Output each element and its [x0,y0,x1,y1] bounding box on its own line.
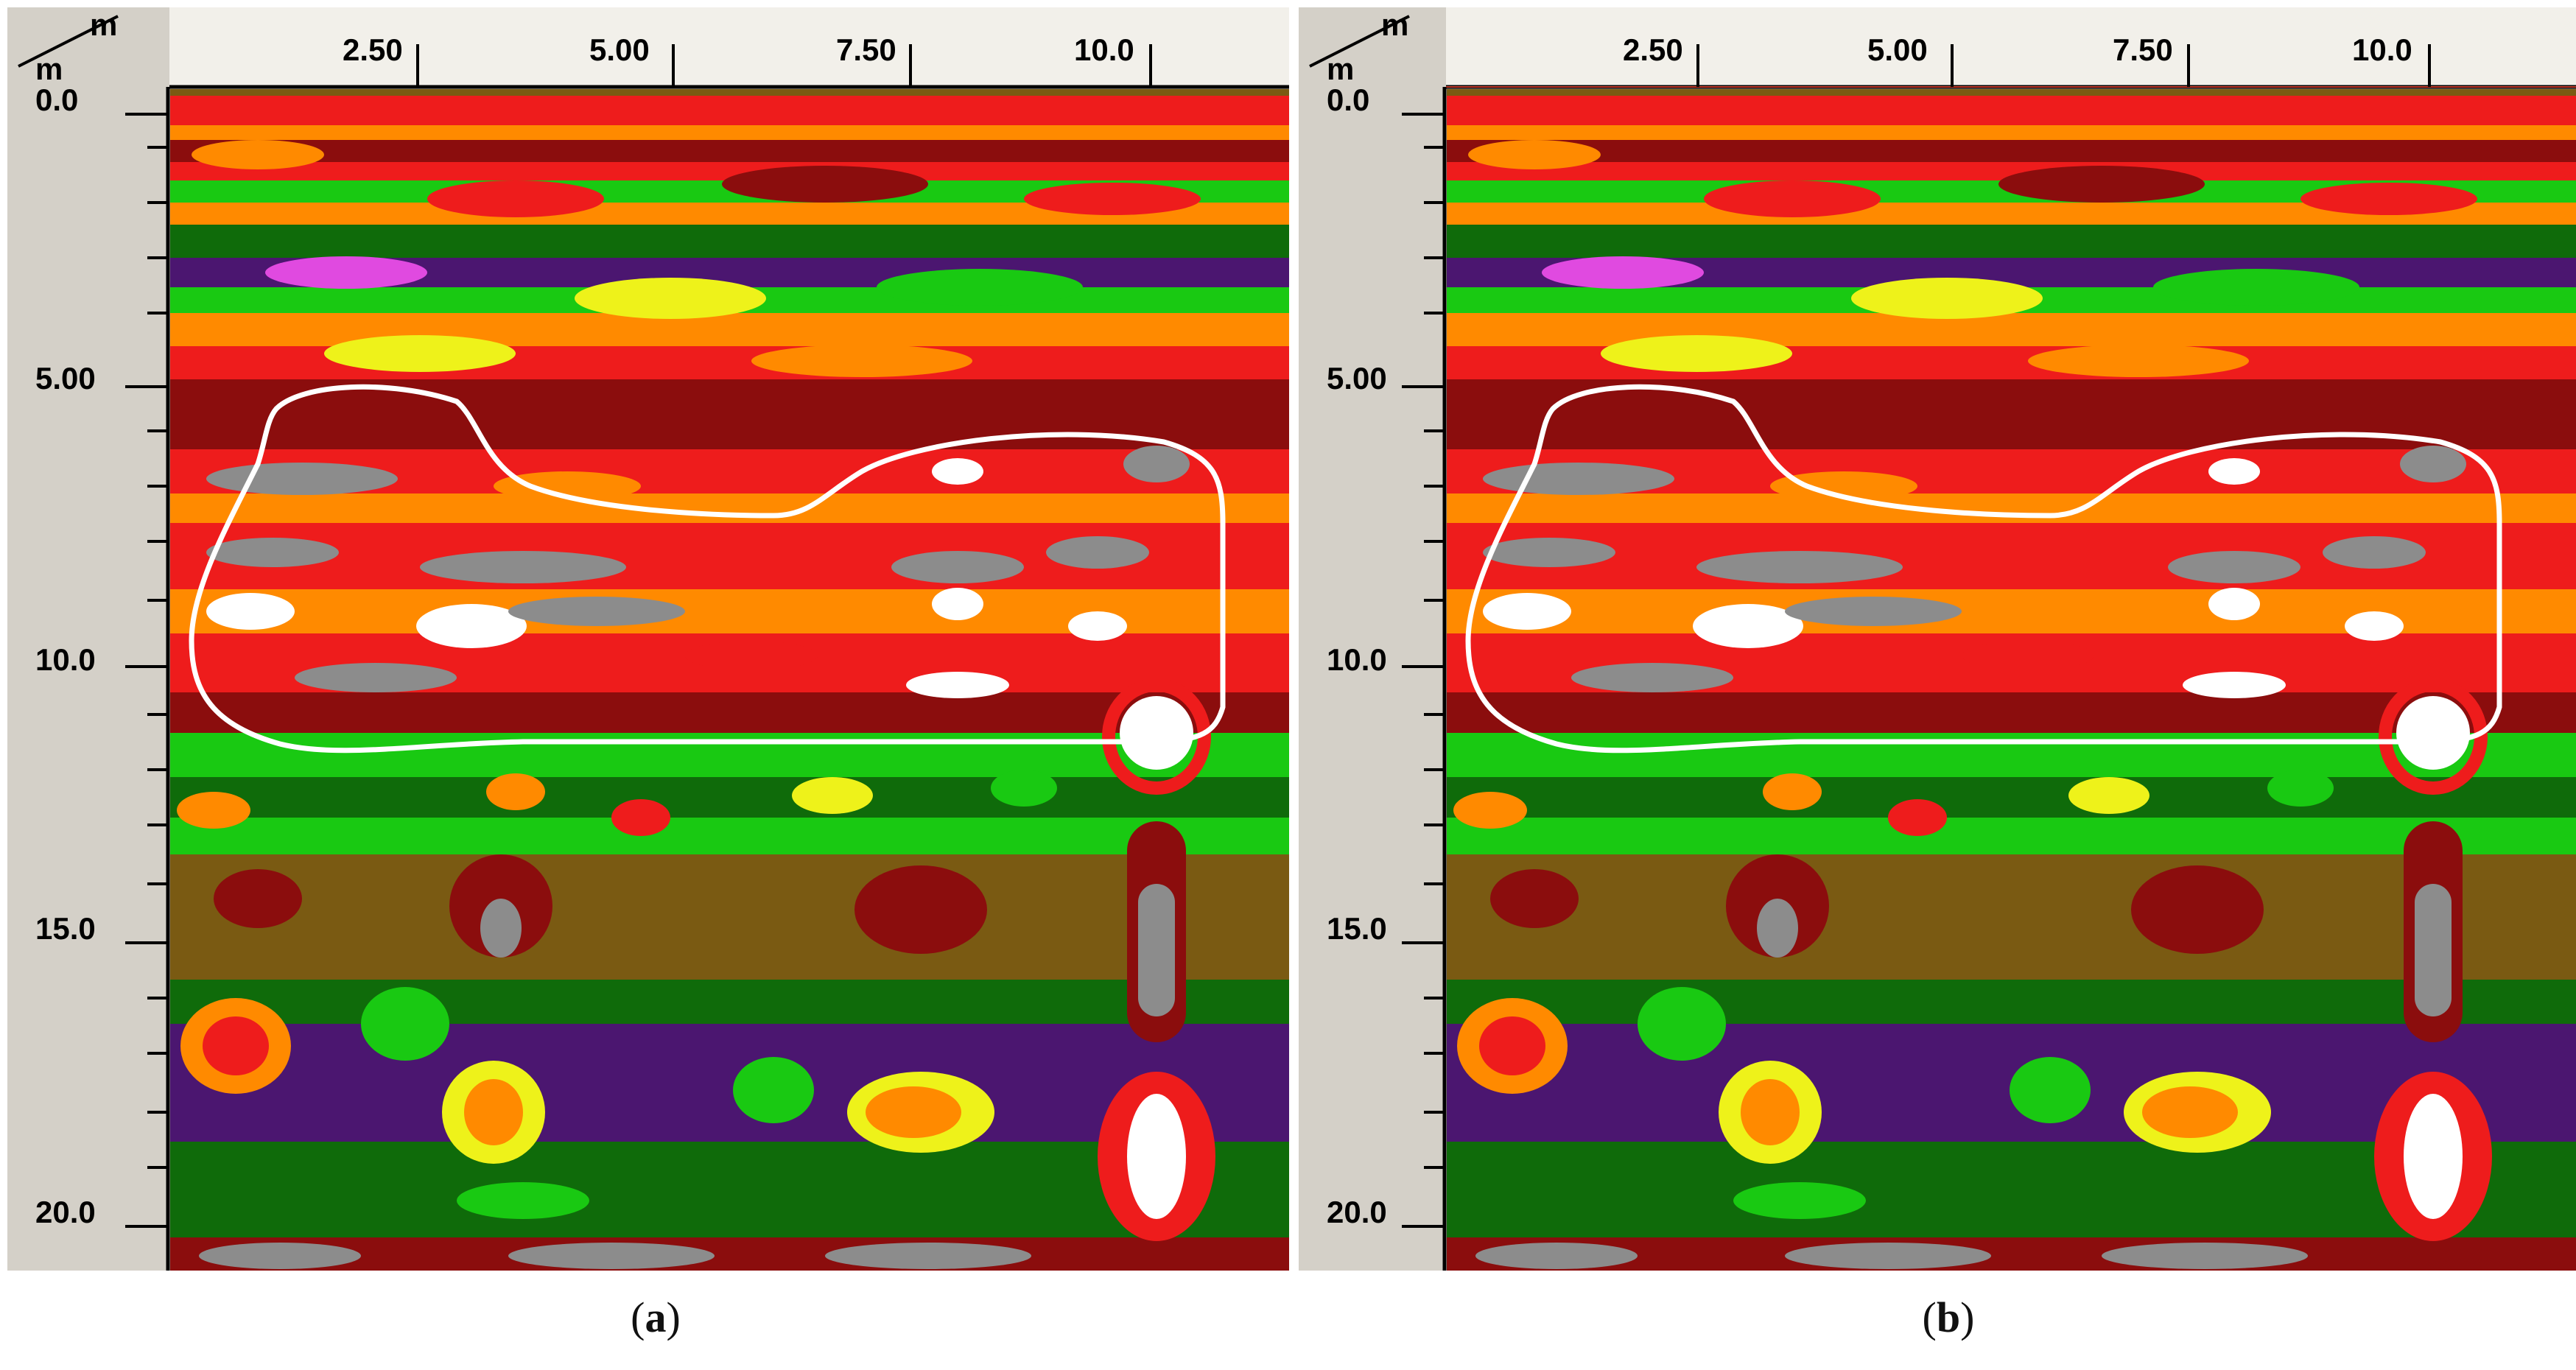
top-ruler: 2.50 5.00 7.50 10.0 [1446,7,2576,89]
axis-unit-top: m [1381,7,1408,42]
y-tick-label: 15.0 [1327,911,1387,946]
caption-a: (a) [631,1293,681,1341]
anomaly-outline [189,384,1226,754]
x-tick-label: 2.50 [343,32,403,67]
y-tick-label: 15.0 [35,911,96,946]
anomaly-outline [1465,384,2502,754]
axis-unit-left: m [1327,52,1354,86]
radargram-image [170,89,1289,1271]
left-ruler: 0.0 5.00 10.0 15.0 20.0 [1327,82,1447,1271]
y-tick-label: 10.0 [35,642,96,677]
x-tick-label: 5.00 [1867,32,1928,67]
radargram-image [1447,89,2576,1271]
x-tick-label: 5.00 [589,32,650,67]
caption-b: (b) [1922,1293,1975,1341]
axis-corner: m m [18,7,119,86]
y-tick-label: 20.0 [1327,1195,1387,1229]
y-tick-label: 5.00 [1327,361,1387,396]
y-tick-label: 5.00 [35,361,96,396]
caption-letter: b [1936,1293,1961,1341]
y-tick-label: 0.0 [1327,82,1369,117]
y-tick-label: 0.0 [35,82,78,117]
x-tick-label: 7.50 [2113,32,2173,67]
x-tick-label: 7.50 [836,32,896,67]
axis-unit-top: m [90,7,117,42]
x-tick-label: 2.50 [1623,32,1683,67]
y-tick-label: 10.0 [1327,642,1387,677]
caption-letter: a [645,1293,667,1341]
radargram-b-svg: m m 2.50 5.00 7.50 10.0 0.0 5.00 10.0 15… [1309,7,2576,1271]
axis-unit-left: m [35,52,63,86]
top-ruler: 2.50 5.00 7.50 10.0 [169,7,1289,89]
left-ruler: 0.0 5.00 10.0 15.0 20.0 [35,82,170,1271]
y-tick-label: 20.0 [35,1195,96,1229]
x-tick-label: 10.0 [2352,32,2412,67]
radargram-panel-a: m m 2.50 5.00 7.50 10.0 0.0 5.00 10.0 15… [7,7,1289,1271]
radargram-a-svg: m m 2.50 5.00 7.50 10.0 0.0 5.00 10.0 15… [18,7,1289,1271]
radargram-panel-b: m m 2.50 5.00 7.50 10.0 0.0 5.00 10.0 15… [1299,7,2576,1271]
axis-corner: m m [1309,7,1410,86]
x-tick-label: 10.0 [1074,32,1134,67]
